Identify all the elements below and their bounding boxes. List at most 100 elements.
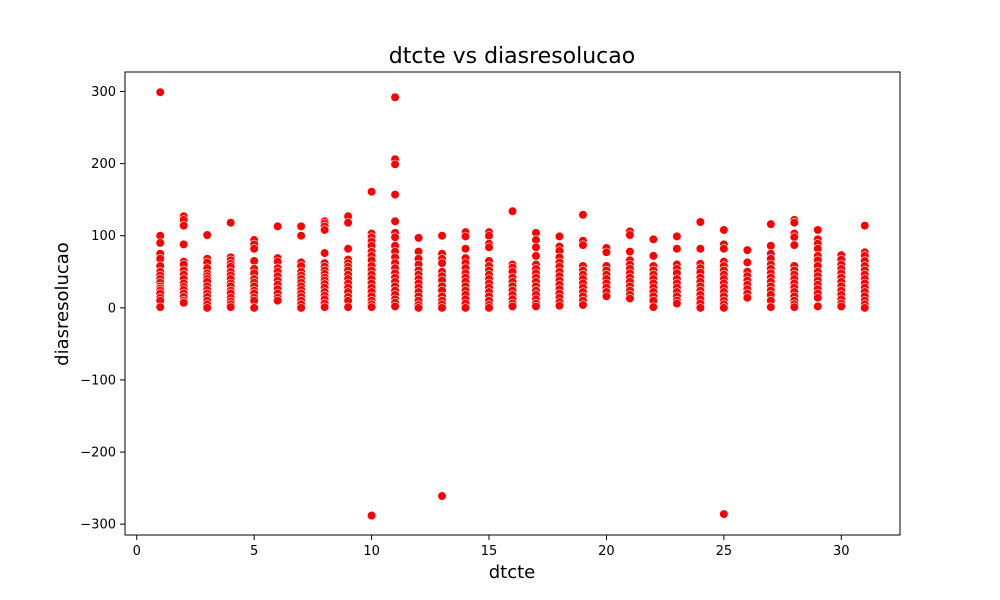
scatter-point [860,303,870,313]
scatter-point [179,221,189,231]
scatter-point [343,302,353,312]
scatter-point [789,302,799,312]
scatter-point [554,301,565,311]
scatter-point [390,232,400,242]
scatter-point [766,241,776,251]
scatter-point [484,242,494,252]
scatter-point [320,248,330,258]
scatter-point [789,232,799,242]
x-tick-label: 30 [833,544,850,559]
scatter-point [648,302,659,312]
scatter-point [226,302,236,312]
scatter-point [460,303,471,313]
plot-area-frame [124,71,901,536]
x-tick-label: 0 [133,544,141,559]
scatter-point [179,298,189,308]
scatter-point [366,510,377,521]
scatter-point [366,187,377,197]
scatter-point [390,190,400,200]
scatter-point [296,221,306,231]
scatter-point [202,230,212,240]
scatter-point [343,218,353,228]
scatter-point [366,302,377,312]
data-points [155,87,870,521]
scatter-point [390,216,400,226]
scatter-point [695,244,705,254]
scatter-point [742,245,752,255]
y-tick-label: −100 [80,373,116,388]
scatter-point [460,244,471,254]
scatter-point [789,218,799,228]
scatter-point [249,256,259,266]
x-tick-label: 15 [481,544,498,559]
scatter-point [578,300,588,310]
scatter-point [625,246,635,257]
scatter-point [320,225,330,235]
scatter-point [390,92,400,102]
x-tick-label: 10 [363,544,380,559]
y-tick-label: −300 [80,518,116,533]
scatter-point [625,230,635,240]
scatter-point [320,302,330,312]
scatter-point [742,257,752,267]
scatter-point [813,293,823,303]
scatter-point [554,231,565,242]
scatter-point [719,225,729,235]
scatter-point [155,87,165,97]
scatter-point [296,303,306,313]
scatter-point [390,301,400,311]
scatter-point [531,242,541,252]
scatter-point [672,298,682,309]
scatter-point [249,244,259,254]
scatter-point [296,231,306,241]
axis-ticks: 0 5 10 15 20 25 30 −300 −200 −100 0 100 200 300 [80,85,849,559]
scatter-point [766,219,776,229]
scatter-point [155,302,165,312]
scatter-point [343,244,353,254]
x-tick-label: 25 [716,544,733,559]
x-tick-label: 5 [250,544,258,559]
scatter-point [719,244,729,254]
scatter-point [226,218,236,228]
scatter-point [766,302,776,312]
scatter-point [413,303,424,313]
y-tick-label: −200 [80,446,116,461]
y-tick-label: 100 [91,229,116,244]
scatter-point [179,239,189,249]
scatter-point [484,231,494,241]
scatter-point [813,301,823,311]
scatter-point [155,238,165,248]
x-tick-label: 20 [598,544,615,559]
scatter-point [531,301,541,311]
scatter-point [273,221,283,231]
scatter-point [507,301,518,311]
scatter-point [578,210,588,220]
scatter-point [437,231,447,241]
scatter-point [742,293,752,303]
scatter-point [437,491,447,501]
scatter-point [273,296,283,306]
scatter-point [836,301,846,311]
scatter-point [390,159,400,169]
scatter-point [437,303,447,313]
scatter-point [648,251,659,261]
y-tick-label: 0 [108,301,116,316]
scatter-point [789,240,799,250]
scatter-point [860,221,870,231]
scatter-point [202,303,212,313]
scatter-point [507,206,518,216]
scatter-point [719,509,729,519]
chart-title: dtcte vs diasresolucao [389,44,635,69]
scatter-point [249,303,259,313]
scatter-point [625,293,635,304]
y-axis-label: diasresolucao [52,242,73,366]
scatter-point [672,244,682,254]
scatter-point [601,247,612,257]
scatter-point [484,303,494,313]
scatter-point [813,225,823,235]
y-tick-label: 200 [91,157,116,172]
scatter-point [695,217,705,227]
scatter-point [460,231,471,242]
